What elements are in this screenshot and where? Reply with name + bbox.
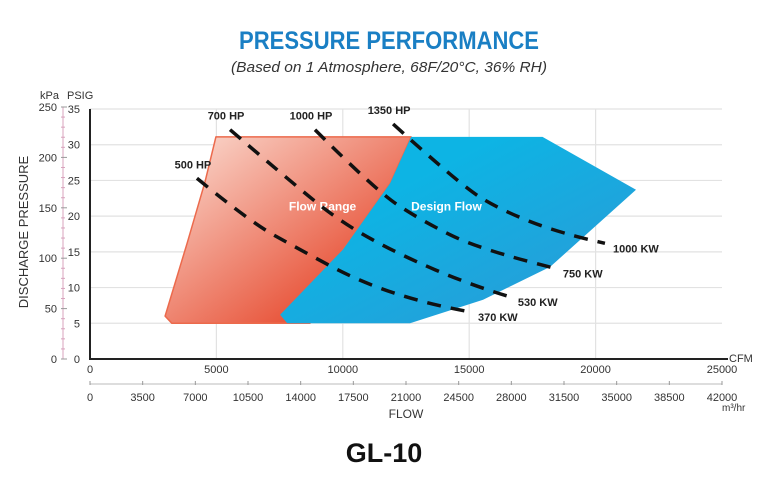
y2-tick-label: 100 [39, 253, 57, 265]
y-tick-label: 10 [68, 283, 80, 295]
x-axis-title: FLOW [389, 407, 424, 421]
kw-label: 750 KW [563, 268, 603, 280]
x2-tick-label: 24500 [443, 392, 474, 404]
x2-tick-label: 10500 [233, 392, 264, 404]
y-tick-label: 5 [74, 318, 80, 330]
x-tick-label: 5000 [204, 364, 228, 376]
y2-tick-label: 250 [39, 102, 57, 114]
hp-label: 1000 HP [290, 111, 333, 123]
y2-tick-label: 50 [45, 304, 57, 316]
kw-label: 530 KW [518, 297, 558, 309]
hp-label: 700 HP [208, 111, 245, 123]
design-flow-label: Design Flow [411, 199, 482, 213]
x2-tick-label: 0 [87, 392, 93, 404]
x2-tick-label: 3500 [130, 392, 154, 404]
x-tick-label: 15000 [454, 364, 485, 376]
y-tick-label: 30 [68, 140, 80, 152]
x-tick-label: 20000 [580, 364, 611, 376]
x2-tick-label: 38500 [654, 392, 685, 404]
model-label: GL-10 [346, 438, 423, 468]
y2-tick-label: 0 [51, 354, 57, 366]
power-line-500-hp [195, 176, 471, 314]
y2-unit-label: kPa [40, 90, 60, 102]
hp-label: 500 HP [175, 159, 212, 171]
x2-tick-label: 42000 [707, 392, 738, 404]
kw-label: 370 KW [478, 312, 518, 324]
y-tick-label: 0 [74, 354, 80, 366]
x2-tick-label: 7000 [183, 392, 207, 404]
hp-label: 1350 HP [368, 105, 411, 117]
x2-tick-label: 17500 [338, 392, 369, 404]
x-tick-label: 10000 [328, 364, 359, 376]
y-axis-title: DISCHARGE PRESSURE [16, 155, 31, 308]
x-tick-label: 25000 [707, 364, 738, 376]
x2-tick-label: 21000 [391, 392, 422, 404]
x2-tick-label: 31500 [549, 392, 580, 404]
power-line-700-hp [228, 128, 511, 299]
y-tick-label: 15 [68, 247, 80, 259]
y-tick-label: 25 [68, 175, 80, 187]
power-line-1350-hp [391, 122, 606, 245]
chart-title: PRESSURE PERFORMANCE [239, 27, 539, 55]
kw-label: 1000 KW [613, 243, 659, 255]
y2-tick-label: 200 [39, 152, 57, 164]
x2-unit-label: m³/hr [722, 403, 746, 414]
x2-tick-label: 35000 [601, 392, 632, 404]
y-tick-label: 20 [68, 211, 80, 223]
y-unit-label: PSIG [67, 90, 93, 102]
power-line-1000-hp [313, 128, 556, 270]
x-unit-label: CFM [729, 353, 753, 365]
design-flow-region [280, 136, 636, 324]
x2-tick-label: 28000 [496, 392, 527, 404]
x-tick-label: 0 [87, 364, 93, 376]
y-tick-label: 35 [68, 104, 80, 116]
x2-tick-label: 14000 [285, 392, 316, 404]
y2-tick-label: 150 [39, 203, 57, 215]
chart-subtitle: (Based on 1 Atmosphere, 68F/20°C, 36% RH… [231, 59, 547, 76]
